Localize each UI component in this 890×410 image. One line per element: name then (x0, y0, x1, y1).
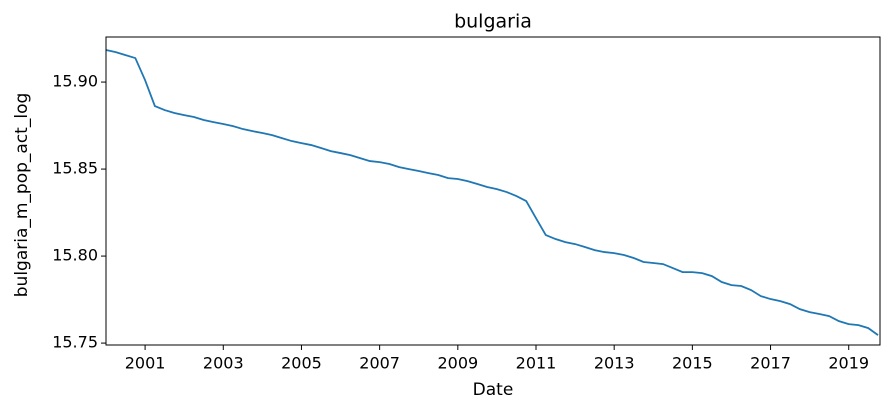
y-tick-label: 15.90 (52, 72, 98, 91)
x-tick-label: 2017 (750, 354, 791, 373)
y-tick-label: 15.75 (52, 333, 98, 352)
x-tick-label: 2005 (281, 354, 322, 373)
y-axis-label: bulgaria_m_pop_act_log (12, 93, 32, 298)
x-tick-label: 2003 (203, 354, 244, 373)
x-tick-label: 2001 (125, 354, 166, 373)
x-tick-label: 2019 (828, 354, 869, 373)
y-tick-label: 15.80 (52, 246, 98, 265)
x-tick-label: 2007 (359, 354, 400, 373)
x-tick-label: 2015 (672, 354, 713, 373)
x-tick-label: 2013 (594, 354, 635, 373)
x-tick-label: 2009 (437, 354, 478, 373)
chart-title: bulgaria (454, 11, 532, 33)
x-axis-label: Date (473, 380, 514, 400)
data-line (105, 49, 879, 336)
y-tick-label: 15.85 (52, 159, 98, 178)
x-tick-label: 2011 (516, 354, 557, 373)
plot-frame (105, 36, 881, 346)
